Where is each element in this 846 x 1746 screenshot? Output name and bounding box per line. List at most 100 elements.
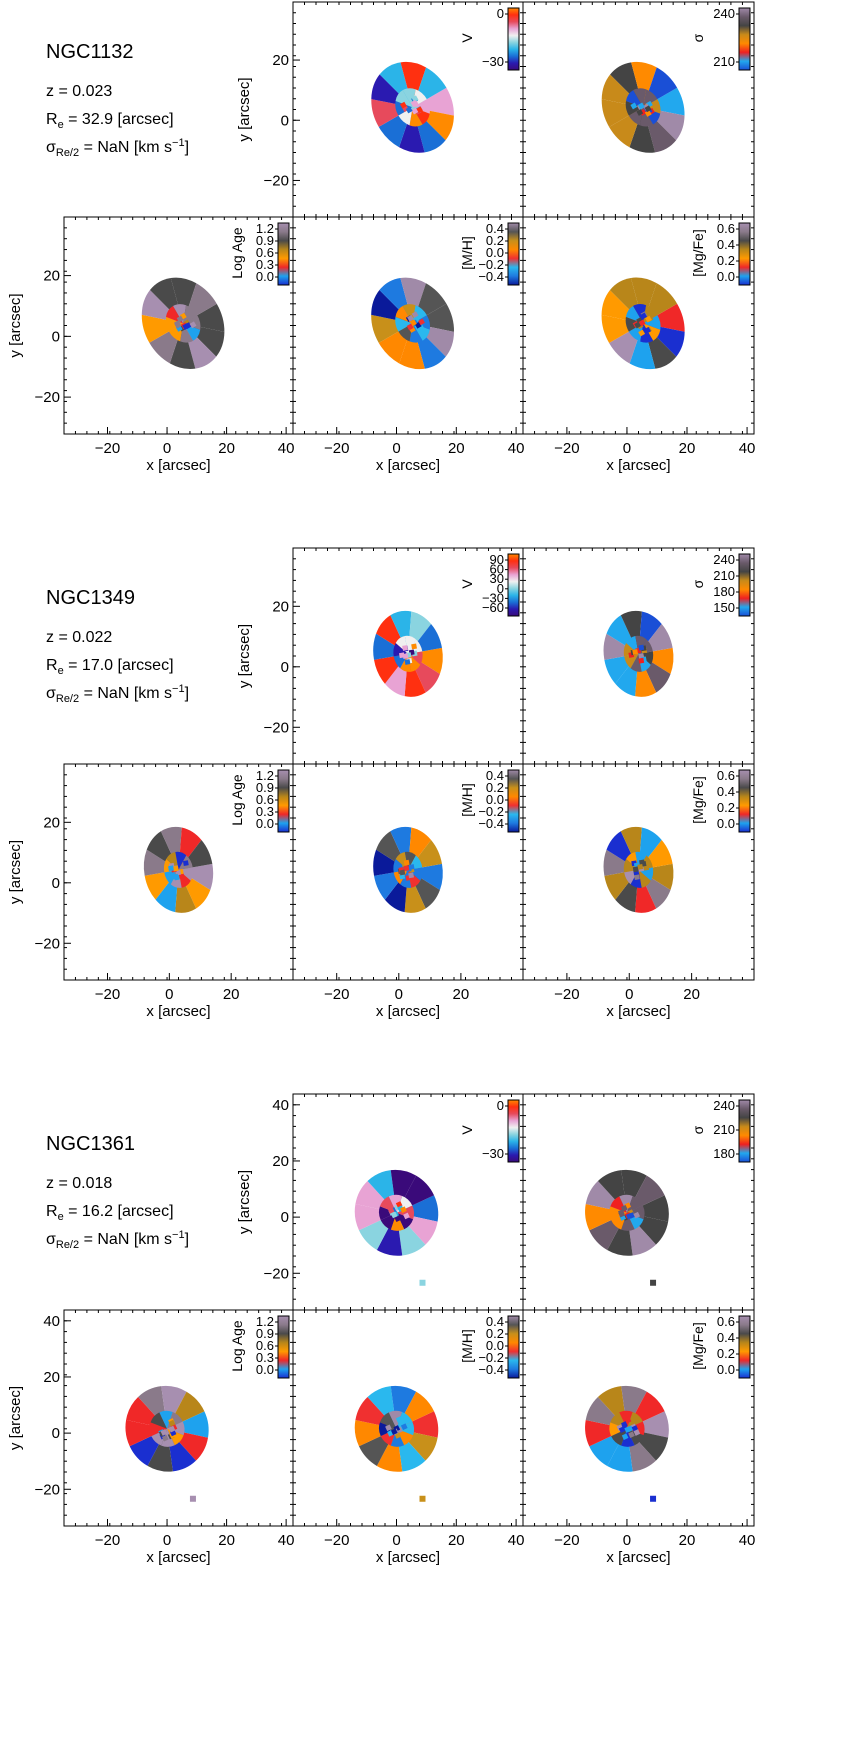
ngc1361-age-bin [150,1412,168,1429]
ngc1349-sigma-cb-tick-label: 240 [713,552,735,567]
ngc1349-sigma-colorbar [738,553,751,617]
ngc1132-sigma-panel: 240 210 σ [522,1,755,218]
ngc1361-v-cb-label: V [459,1125,475,1135]
ngc1361-x-tick-label: −20 [95,1532,120,1549]
ngc1132-v-pixel [411,107,419,115]
ngc1132-mgfe-panel: 0.60.40.20.0 [Mg/Fe] [522,216,755,435]
ngc1349-sigma-cb-tick-label: 180 [713,584,735,599]
redshift-label: z = 0.022 [46,629,112,646]
ngc1132-mgfe-cb-label: [Mg/Fe] [690,229,706,276]
ngc1132-x-tick-label: 40 [508,440,525,457]
ngc1349-mh-cb-tick-label: 0.4 [486,768,504,783]
ngc1361-sigma-cb-label: σ [690,1125,706,1134]
ngc1349-x-axis-label: x [arcsec] [146,1003,210,1020]
ngc1132-sigma-map [601,61,685,153]
ngc1349-mh-bin [400,869,412,888]
galaxy-name: NGC1361 [46,1133,135,1155]
ngc1349-mh-cb-tick-label: 0.2 [486,780,504,795]
ngc1349-mh-cb-tick-label: −0.4 [478,816,504,831]
ngc1132-v-map [371,61,454,153]
ngc1349-y-axis-label: y [arcsec] [236,624,253,688]
ngc1361-age-bin [161,1428,175,1447]
ngc1349-y-tick-label: 0 [52,875,60,892]
ngc1132-x-tick-label: 0 [623,440,631,457]
ngc1349-age-cb-tick-label: 0.9 [256,780,274,795]
ngc1132-age-map [141,277,225,370]
ngc1349-mgfe-cb-tick-label: 0.2 [717,800,735,815]
ngc1361-mh-bin [396,1411,439,1438]
ngc1361-sigma-colorbar [738,1099,751,1163]
ngc1349-mgfe-pixel [637,863,644,870]
ngc1132-age-bin [170,277,197,324]
ngc1361-mgfe-pixel [618,1426,626,1434]
ngc1361-mh-pixel [390,1428,398,1436]
ngc1132-x-tick-label: 20 [218,440,235,457]
ngc1132-sigma-bin [625,90,644,108]
ngc1132-sigma-colorbar [738,7,751,71]
ngc1349-y-tick-label: 0 [281,659,289,676]
ngc1132-mgfe-bin [630,277,657,324]
ngc1132-mgfe-pixel [638,319,646,327]
ngc1132-v-pixel [411,95,419,103]
ngc1132-x-tick-label: −20 [95,440,120,457]
ngc1132-age-cb-tick-label: 1.2 [256,221,274,236]
ngc1361-mh-cb-tick-label: 0.0 [486,1338,504,1353]
ngc1361-x-tick-label: 20 [448,1532,465,1549]
ngc1349-mgfe-panel: 0.60.40.20.0 [Mg/Fe] [522,763,755,981]
ngc1132-y-tick-label: 20 [43,268,60,285]
ngc1361-v-bin [396,1195,439,1222]
ngc1132-age-bin [183,305,198,324]
ngc1361-mgfe-outlier [650,1495,657,1502]
ngc1349-v-pixel [398,652,405,659]
ngc1361-mh-pixel [400,1423,408,1431]
galaxy-name: NGC1349 [46,587,135,609]
ngc1132-mh-bin [400,277,426,324]
ngc1132-mh-bin [395,316,413,332]
ngc1132-mgfe-pixel [634,321,642,329]
ngc1349-sigma-pixel [632,649,639,655]
ngc1349-block: NGC1349 z = 0.022 Re = 17.0 [arcsec] σRe/2 … [7,547,755,1020]
ngc1361-v-map [354,1169,439,1256]
ngc1132-x-axis-label: x [arcsec] [146,457,210,474]
ngc1361-x-tick-label: −20 [324,1532,349,1549]
ngc1361-sigma-cb-tick-label: 240 [713,1098,735,1113]
ngc1349-v-colorbar [507,553,520,617]
ngc1361-x-tick-label: 20 [218,1532,235,1549]
ngc1361-x-tick-label: 40 [278,1532,295,1549]
sigma-label: σRe/2 = NaN [km s−1] [46,683,189,705]
ngc1349-v-cb-label: V [459,579,475,589]
ngc1132-mh-cb-tick-label: −0.4 [478,269,504,284]
ngc1361-mgfe-cb-tick-label: 0.6 [717,1314,735,1329]
ngc1361-mgfe-cb-tick-label: 0.2 [717,1346,735,1361]
ngc1132-sigma-pixel [644,105,652,113]
ngc1361-age-bin [149,1422,168,1437]
redshift-label: z = 0.018 [46,1175,112,1192]
ngc1361-mh-bin [388,1410,403,1429]
ngc1132-mgfe-cb-tick-label: 0.0 [717,269,735,284]
ngc1361-sigma-bin [609,1206,627,1221]
ngc1132-age-cb-tick-label: 0.9 [256,233,274,248]
ngc1361-mh-cb-tick-label: −0.4 [478,1362,504,1377]
ngc1361-v-panel: 0 −30 V [292,1093,524,1311]
ngc1349-x-tick-label: 0 [625,986,633,1003]
ngc1349-mh-pixel [403,859,410,866]
sigma-label: σRe/2 = NaN [km s−1] [46,1229,189,1251]
ngc1132-y-tick-label: 0 [281,112,289,129]
ngc1361-mh-pixel [395,1416,403,1423]
ngc1349-v-cb-tick-label: 90 [490,552,504,567]
ngc1361-v-bin [388,1194,403,1213]
ngc1361-y-axis-label: y [arcsec] [236,1170,253,1234]
ngc1361-v-outlier [419,1279,426,1286]
ngc1349-mgfe-cb-tick-label: 0.0 [717,816,735,831]
ngc1132-mgfe-colorbar [738,222,751,286]
ngc1361-block: NGC1361 z = 0.018 Re = 16.2 [arcsec] σRe/2 … [7,1093,755,1566]
ngc1349-x-tick-label: 20 [683,986,700,1003]
ngc1349-mh-pixel [403,865,410,872]
ngc1361-y-tick-label: −20 [35,1481,60,1498]
ngc1132-v-pixel [405,106,413,114]
ngc1349-mgfe-cb-label: [Mg/Fe] [690,776,706,823]
ngc1132-x-axis-label: x [arcsec] [606,457,670,474]
ngc1132-sigma-cb-tick-label: 210 [713,54,735,69]
